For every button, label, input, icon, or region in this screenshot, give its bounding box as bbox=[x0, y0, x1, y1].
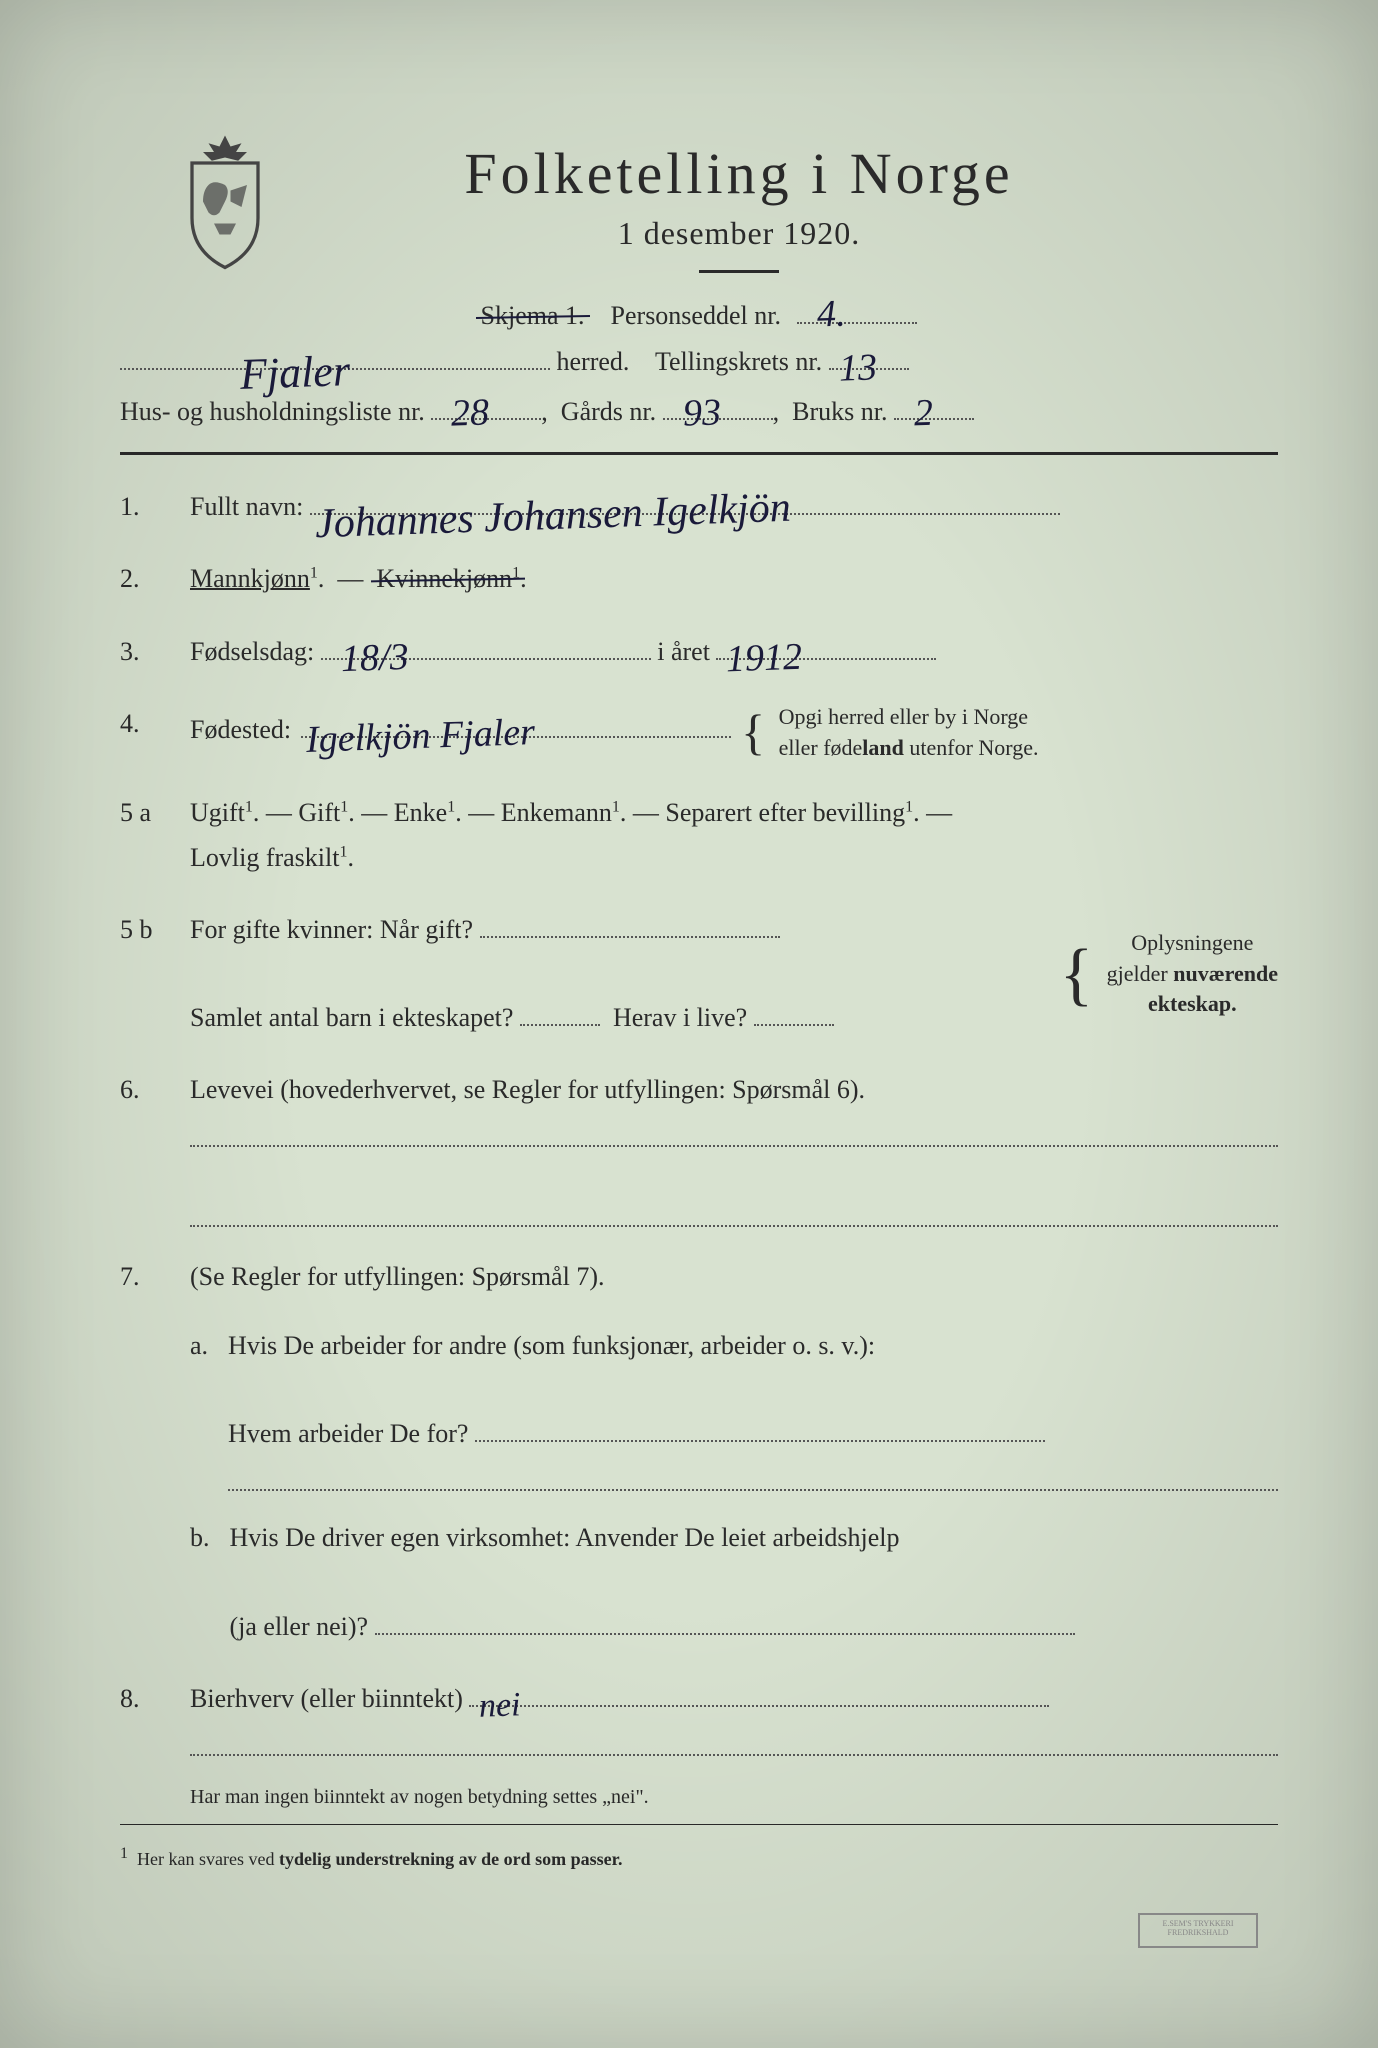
q7a-label: a. bbox=[190, 1324, 208, 1492]
q7b-line1: Hvis De driver egen virksomhet: Anvender… bbox=[230, 1523, 900, 1552]
q5b-note: { Oplysningene gjelder nuværende ekteska… bbox=[1060, 928, 1278, 1020]
q8-value: nei bbox=[478, 1676, 522, 1735]
q7b-label: b. bbox=[190, 1516, 210, 1649]
q5b-gift-field bbox=[480, 936, 780, 938]
form-meta-line2: Fjaler herred. Tellingskrets nr. 13 bbox=[120, 341, 1278, 383]
q4-note: { Opgi herred eller by i Norge eller fød… bbox=[741, 702, 1038, 764]
q5b-live-field bbox=[754, 1024, 834, 1026]
question-8: 8. Bierhverv (eller biinntekt) nei bbox=[120, 1677, 1278, 1756]
tellingskrets-field: 13 bbox=[829, 368, 909, 370]
q5a-num: 5 a bbox=[120, 791, 170, 879]
personseddel-field: 4. bbox=[797, 322, 917, 324]
q3-day-field: 18/3 bbox=[321, 658, 651, 660]
skjema-label: Skjema 1. bbox=[481, 301, 585, 330]
q5b-line2a: Samlet antal barn i ekteskapet? bbox=[190, 1003, 513, 1032]
q7a-line2: Hvem arbeider De for? bbox=[228, 1419, 468, 1448]
q6-label: Levevei (hovederhvervet, se Regler for u… bbox=[190, 1075, 865, 1104]
question-4: 4. Fødested: Igelkjön Fjaler { Opgi herr… bbox=[120, 702, 1278, 764]
question-6: 6. Levevei (hovederhvervet, se Regler fo… bbox=[120, 1068, 1278, 1226]
date-subtitle: 1 desember 1920. bbox=[200, 215, 1278, 252]
q7a-field bbox=[475, 1440, 1045, 1442]
q5a-enkemann: Enkemann bbox=[501, 798, 612, 827]
question-3: 3. Fødselsdag: 18/3 i året 1912 bbox=[120, 630, 1278, 674]
q1-num: 1. bbox=[120, 485, 170, 529]
census-document: Folketelling i Norge 1 desember 1920. Sk… bbox=[0, 0, 1378, 2048]
q6-field-2 bbox=[190, 1197, 1278, 1227]
hushold-value: 28 bbox=[450, 382, 490, 444]
form-meta-line3: Hus- og husholdningsliste nr. 28 , Gårds… bbox=[120, 391, 1278, 433]
q2-mann: Mannkjønn bbox=[190, 564, 310, 593]
main-title: Folketelling i Norge bbox=[200, 140, 1278, 207]
question-2: 2. Mannkjønn1. — Kvinnekjønn1. bbox=[120, 557, 1278, 601]
bruks-field: 2 bbox=[894, 418, 974, 420]
q6-num: 6. bbox=[120, 1068, 170, 1226]
q3-year-field: 1912 bbox=[716, 658, 936, 660]
q4-label: Fødested: bbox=[190, 708, 291, 752]
crest-svg bbox=[170, 130, 280, 273]
q6-field-1 bbox=[190, 1117, 1278, 1147]
question-7: 7. (Se Regler for utfyllingen: Spørsmål … bbox=[120, 1255, 1278, 1649]
footer-note: Har man ingen biinntekt av nogen betydni… bbox=[190, 1786, 1278, 1809]
footnote-num: 1 bbox=[120, 1845, 128, 1862]
q7a-field-2 bbox=[228, 1461, 1278, 1491]
q4-field: Igelkjön Fjaler bbox=[301, 736, 731, 738]
personseddel-value: 4. bbox=[817, 292, 847, 337]
printer-stamp: E.SEM'S TRYKKERIFREDRIKSHALD bbox=[1138, 1913, 1258, 1948]
q2-kvinne: Kvinnekjønn bbox=[376, 564, 512, 593]
q5a-separert: Separert efter bevilling bbox=[665, 798, 905, 827]
q3-year-value: 1912 bbox=[725, 624, 803, 691]
hushold-field: 28 bbox=[431, 418, 541, 420]
herred-field: Fjaler bbox=[120, 368, 550, 370]
q5a-enke: Enke bbox=[394, 798, 447, 827]
q2-num: 2. bbox=[120, 557, 170, 601]
footnote: 1 Her kan svares ved tydelig understrekn… bbox=[120, 1845, 1278, 1870]
bruks-label: Bruks nr. bbox=[792, 397, 887, 426]
q8-field: nei bbox=[469, 1705, 1049, 1707]
q3-day-value: 18/3 bbox=[340, 624, 410, 691]
q5a-ugift: Ugift bbox=[190, 798, 245, 827]
q5a-gift: Gift bbox=[298, 798, 340, 827]
q3-num: 3. bbox=[120, 630, 170, 674]
q3-year-label: i året bbox=[657, 637, 710, 666]
q1-label: Fullt navn: bbox=[190, 492, 303, 521]
form-meta-line1: Skjema 1. Personseddel nr. 4. bbox=[120, 301, 1278, 331]
q5b-num: 5 b bbox=[120, 908, 170, 1041]
q7a-line1: Hvis De arbeider for andre (som funksjon… bbox=[228, 1331, 875, 1360]
q4-value: Igelkjön Fjaler bbox=[305, 700, 536, 773]
personseddel-label: Personseddel nr. bbox=[611, 301, 781, 330]
q1-value: Johannes Johansen Igelkjön bbox=[314, 473, 792, 561]
header-divider bbox=[120, 452, 1278, 455]
q5b-line1: For gifte kvinner: Når gift? bbox=[190, 915, 473, 944]
question-1: 1. Fullt navn: Johannes Johansen Igelkjö… bbox=[120, 485, 1278, 529]
q8-label: Bierhverv (eller biinntekt) bbox=[190, 1684, 463, 1713]
coat-of-arms-icon bbox=[170, 130, 280, 270]
footer-divider bbox=[120, 1824, 1278, 1825]
hushold-label: Hus- og husholdningsliste nr. bbox=[120, 397, 425, 426]
document-header: Folketelling i Norge 1 desember 1920. bbox=[120, 140, 1278, 291]
q8-field-2 bbox=[190, 1726, 1278, 1756]
question-5b: 5 b For gifte kvinner: Når gift? Samlet … bbox=[120, 908, 1278, 1041]
title-block: Folketelling i Norge 1 desember 1920. bbox=[200, 140, 1278, 291]
q5b-barn-field bbox=[520, 1024, 600, 1026]
bruks-value: 2 bbox=[913, 382, 934, 443]
herred-label: herred. bbox=[557, 347, 630, 376]
gards-value: 93 bbox=[682, 382, 722, 444]
tellingskrets-label: Tellingskrets nr. bbox=[655, 347, 822, 376]
q1-field: Johannes Johansen Igelkjön bbox=[310, 513, 1060, 515]
q8-num: 8. bbox=[120, 1677, 170, 1756]
q7-num: 7. bbox=[120, 1255, 170, 1649]
q7-intro: (Se Regler for utfyllingen: Spørsmål 7). bbox=[190, 1262, 604, 1291]
gards-label: Gårds nr. bbox=[561, 397, 656, 426]
question-5a: 5 a Ugift1. — Gift1. — Enke1. — Enkemann… bbox=[120, 791, 1278, 879]
q7b-line2: (ja eller nei)? bbox=[230, 1612, 369, 1641]
q4-num: 4. bbox=[120, 702, 170, 764]
q3-label: Fødselsdag: bbox=[190, 637, 314, 666]
title-divider bbox=[699, 270, 779, 273]
q7b-field bbox=[375, 1633, 1075, 1635]
q5a-fraskilt: Lovlig fraskilt bbox=[190, 843, 339, 872]
q5b-line2b: Herav i live? bbox=[613, 1003, 747, 1032]
gards-field: 93 bbox=[663, 418, 773, 420]
